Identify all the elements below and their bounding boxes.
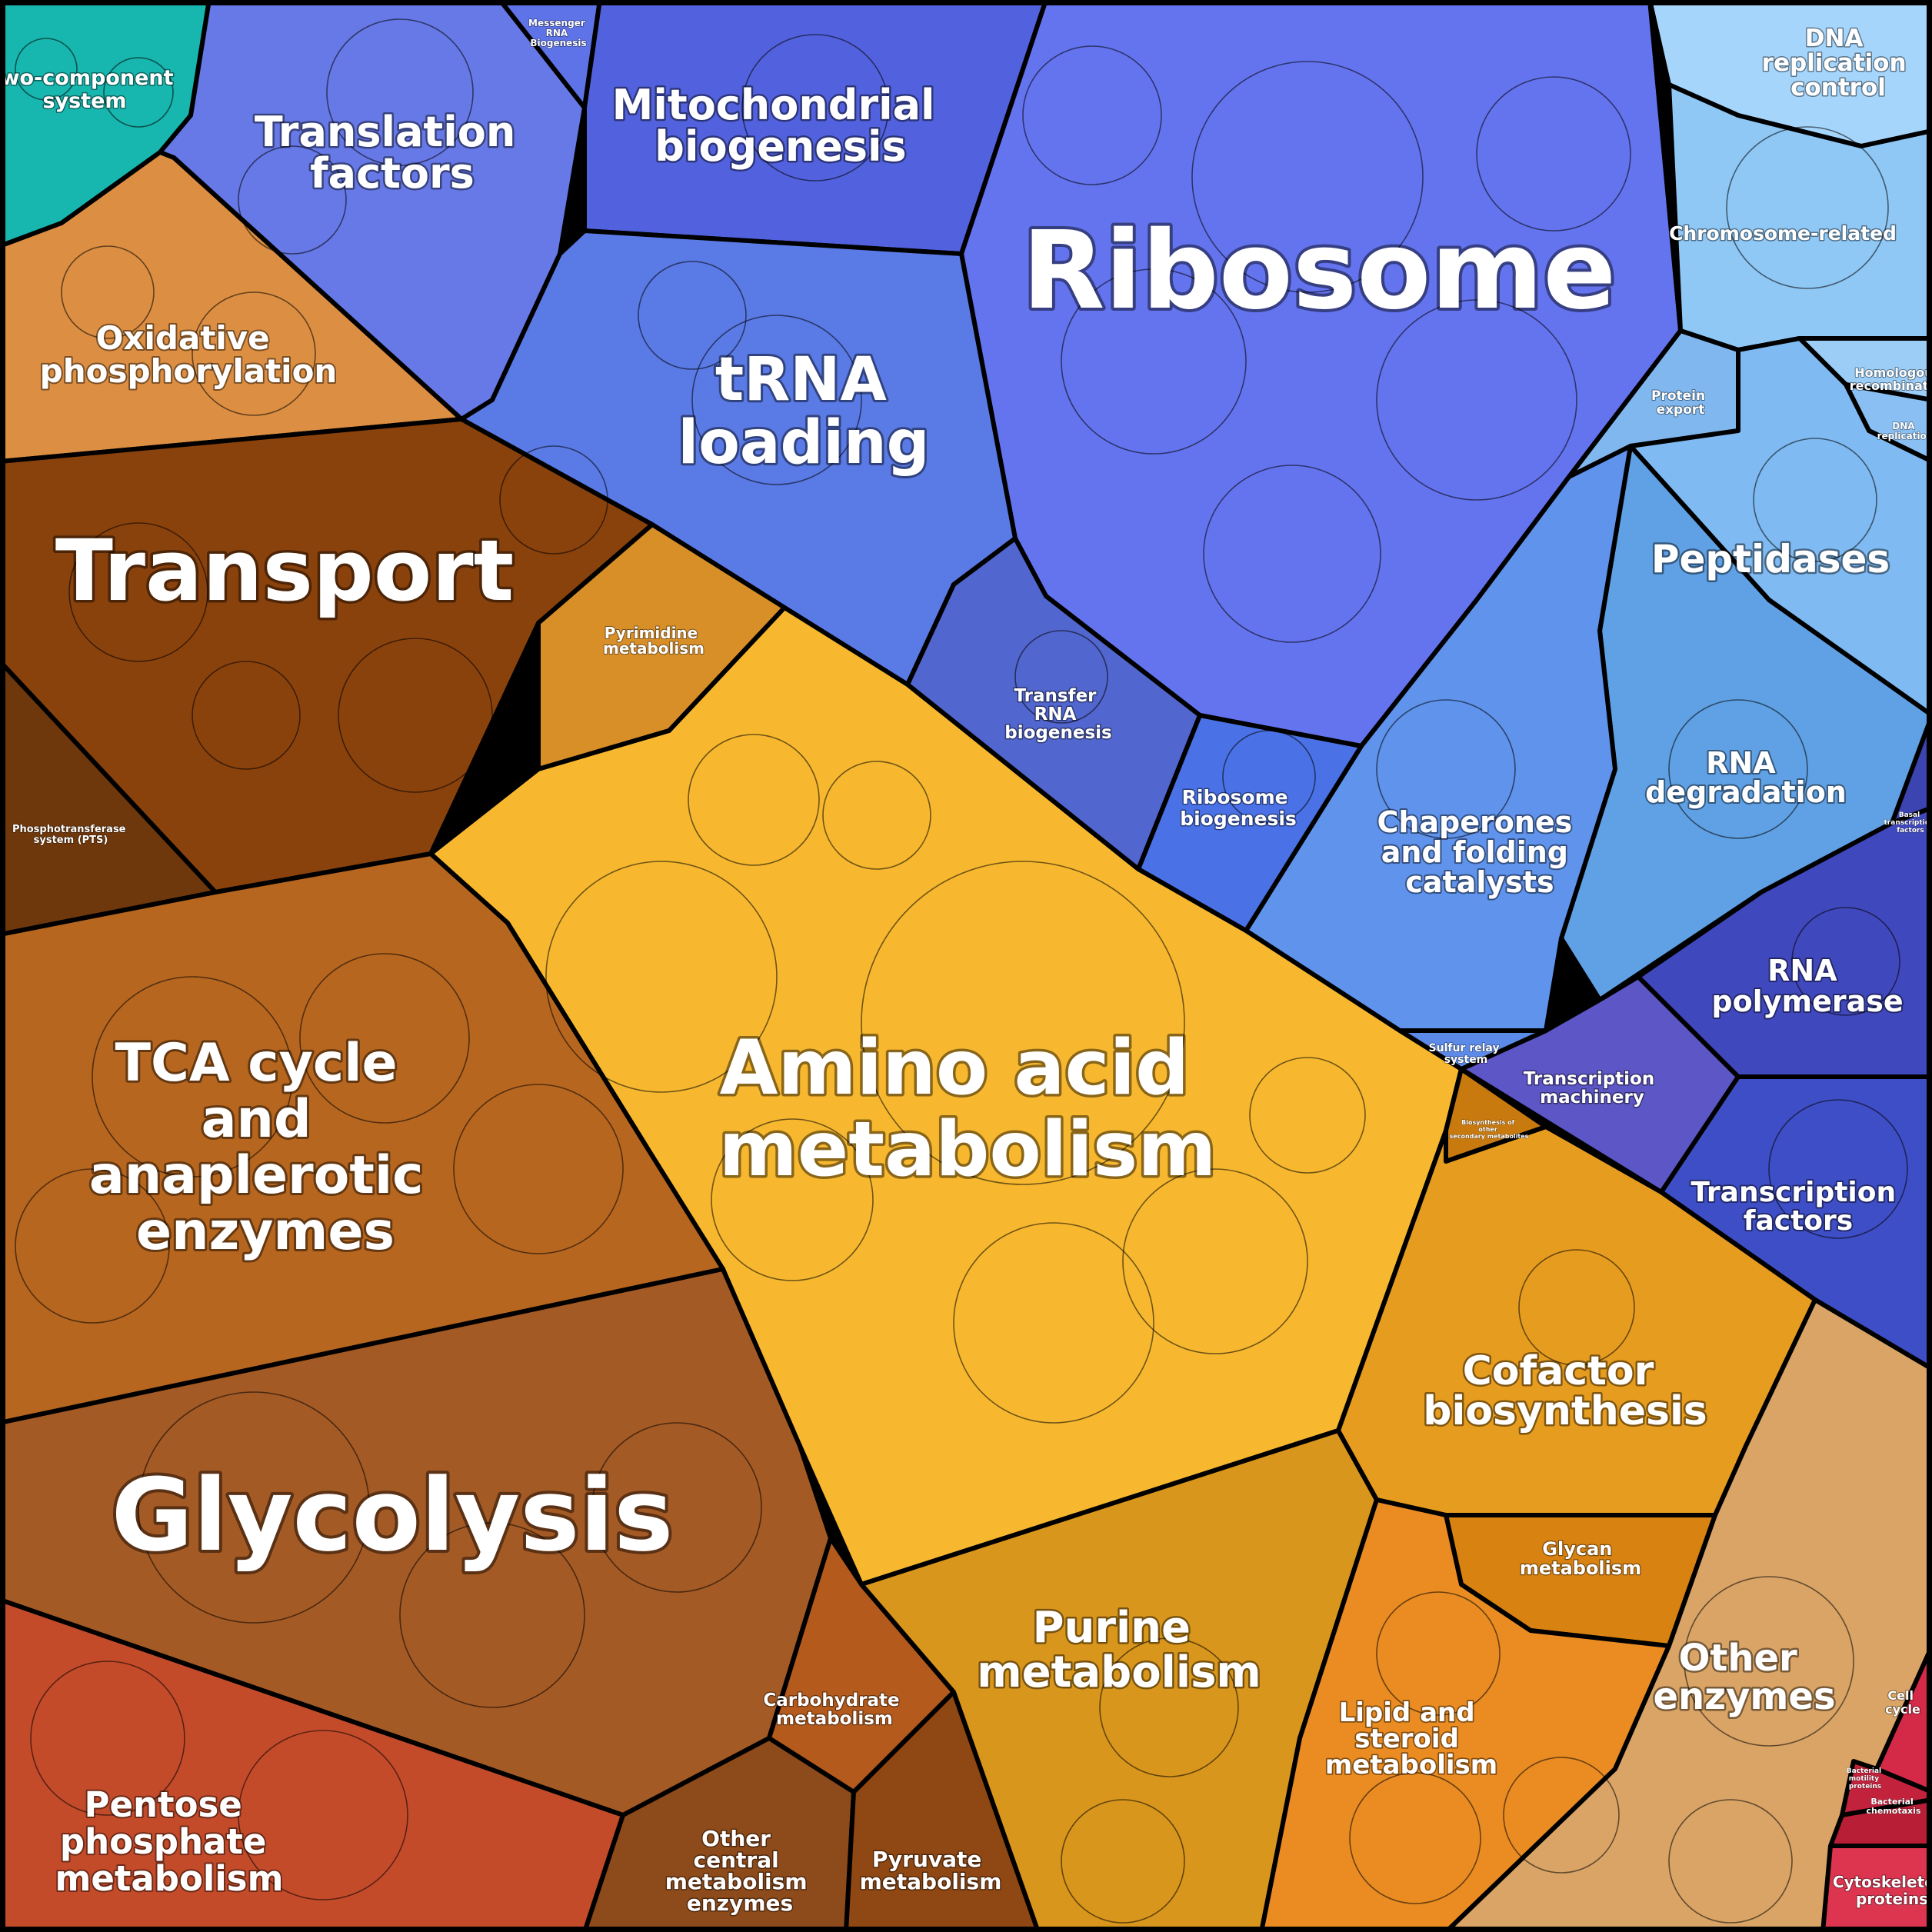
- label-pyrimidine-metabolism: Pyrimidine metabolism: [603, 624, 705, 658]
- label-glycolysis: Glycolysis: [112, 1457, 674, 1574]
- label-cytoskeleton-proteins: Cytoskeleton proteins: [1833, 1873, 1932, 1908]
- label-chaperones: Chaperones and folding catalysts: [1377, 805, 1582, 899]
- label-bacterial-motility-proteins: Bacterial motility proteins: [1847, 1767, 1884, 1790]
- label-tca-cycle: TCA cycle and anaplerotic enzymes: [89, 1033, 441, 1262]
- label-two-component-system: Two-component system: [0, 66, 181, 113]
- region-cytoskeleton-proteins[interactable]: [1820, 1844, 1932, 1932]
- label-mitochondrial-biogenesis: Mitochondrial biogenesis: [612, 81, 950, 171]
- label-cofactor-biosynthesis: Cofactor biosynthesis: [1423, 1348, 1707, 1434]
- label-transport: Transport: [55, 521, 514, 620]
- label-carbohydrate-metabolism: Carbohydrate metabolism: [763, 1690, 905, 1729]
- label-sulfur-relay-system: Sulfur relay system: [1429, 1042, 1504, 1066]
- label-cell-cycle: Cell cycle: [1885, 1688, 1920, 1717]
- region-pentose-phosphate-metabolism[interactable]: [0, 1597, 625, 1932]
- label-transcription-factors: Transcription factors: [1690, 1177, 1905, 1237]
- label-dna-replication: DNA replication: [1877, 421, 1932, 441]
- label-other-central-metabolism: Other central metabolism enzymes: [665, 1826, 815, 1916]
- label-pyruvate-metabolism: Pyruvate metabolism: [860, 1847, 1002, 1894]
- label-glycan-metabolism: Glycan metabolism: [1520, 1538, 1641, 1579]
- label-rna-degradation: RNA degradation: [1645, 746, 1847, 809]
- label-ribosome-biogenesis: Ribosome biogenesis: [1180, 786, 1297, 830]
- label-other-enzymes: Other enzymes: [1653, 1637, 1835, 1718]
- region-pyruvate-metabolism[interactable]: [844, 1690, 1041, 1932]
- label-peptidases: Peptidases: [1651, 537, 1890, 581]
- label-pentose-phosphate-metabolism: Pentose phosphate metabolism: [55, 1784, 284, 1899]
- region-oxidative-phosphorylation[interactable]: [0, 150, 464, 464]
- label-lipid-and-steroid-metabolism: Lipid and steroid metabolism: [1325, 1697, 1497, 1780]
- label-transcription-machinery: Transcription machinery: [1524, 1069, 1661, 1108]
- label-rna-polymerase: RNA polymerase: [1711, 954, 1903, 1018]
- label-amino-acid-metabolism: Amino acid metabolism: [719, 1024, 1217, 1194]
- label-phosphotransferase-system: Phosphotransferase system (PTS): [12, 824, 129, 846]
- label-oxidative-phosphorylation: Oxidative phosphorylation: [40, 319, 338, 390]
- label-ribosome: Ribosome: [1022, 208, 1617, 334]
- label-protein-export: Protein export: [1651, 388, 1710, 418]
- region-basal-transcription-factors[interactable]: [1890, 713, 1932, 825]
- label-purine-metabolism: Purine metabolism: [977, 1603, 1261, 1697]
- label-layer: Two-component system Translation factors…: [0, 17, 1932, 1917]
- label-chromosome-related: Chromosome-related: [1669, 222, 1897, 245]
- cell-texture: [15, 18, 1908, 1924]
- label-trna-loading: tRNA loading: [678, 345, 930, 478]
- label-homologous-recombination: Homologous recombination: [1850, 365, 1932, 393]
- label-bacterial-chemotaxis: Bacterial chemotaxis: [1867, 1797, 1921, 1816]
- region-peptidases[interactable]: [1628, 336, 1932, 718]
- label-other-secondary-metabolites: Biosynthesis of other secondary metaboli…: [1450, 1119, 1529, 1140]
- region-bacterial-chemotaxis[interactable]: [1828, 1797, 1932, 1848]
- region-other-enzymes[interactable]: [1444, 1297, 1932, 1932]
- label-basal-transcription-factors: Basal transcription factors: [1884, 811, 1932, 834]
- label-transfer-rna-biogenesis: Transfer RNA biogenesis: [1004, 686, 1111, 743]
- label-dna-replication-control: DNA replication control: [1762, 25, 1915, 102]
- label-messenger-rna-biogenesis: Messenger RNA Biogenesis: [528, 18, 588, 48]
- label-translation-factors: Translation factors: [255, 108, 530, 198]
